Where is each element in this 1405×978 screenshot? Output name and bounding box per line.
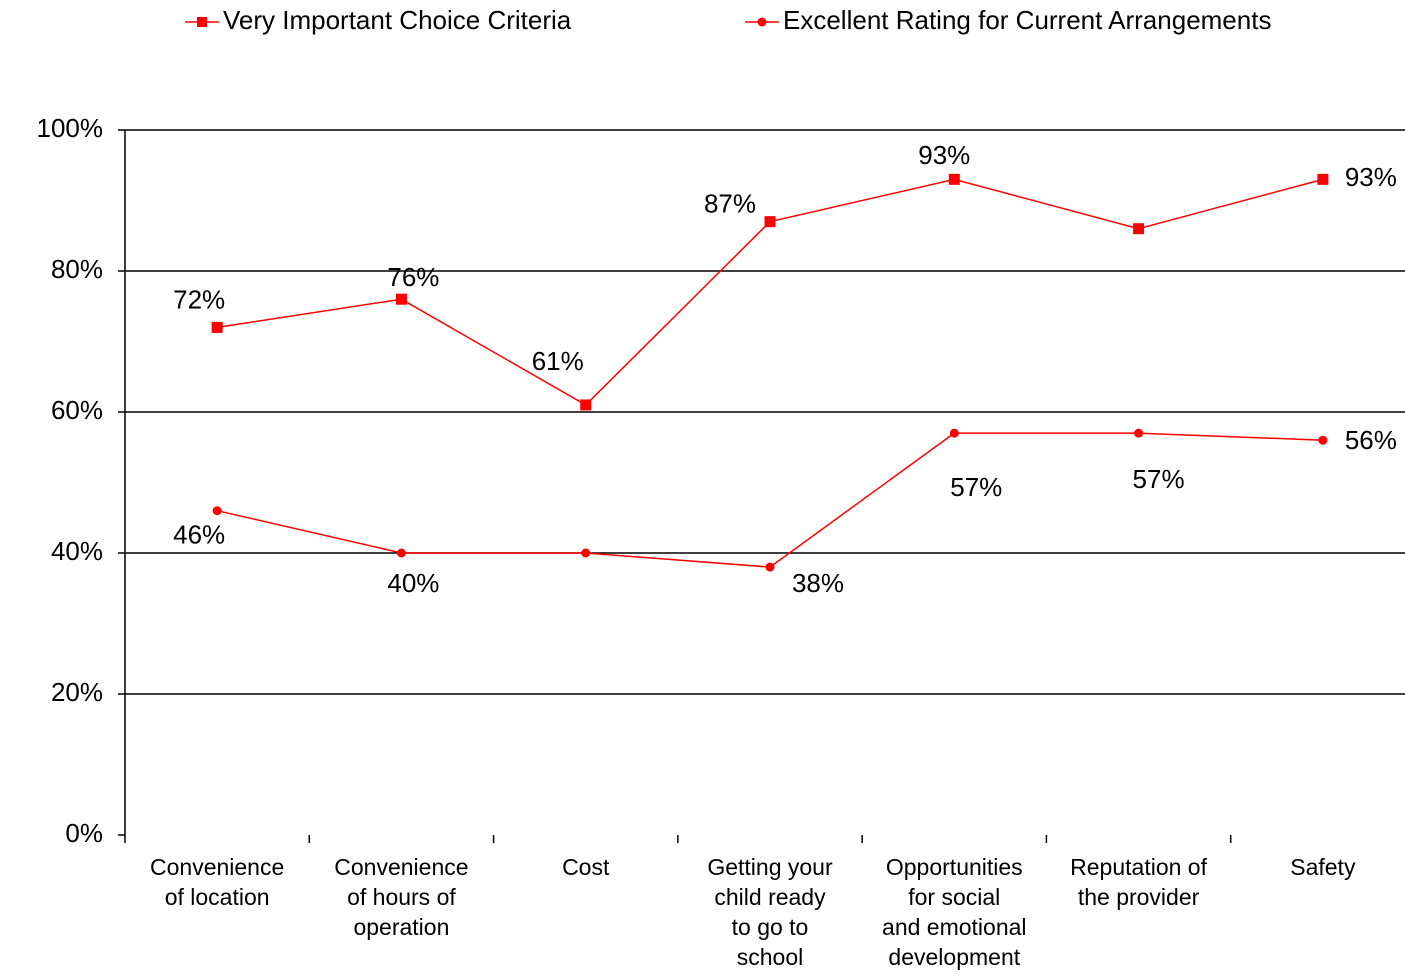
x-tick-label: Reputation of the provider (1070, 854, 1207, 910)
marker (1134, 428, 1144, 438)
value-label: 38% (792, 568, 844, 598)
legend-marker (757, 17, 767, 27)
marker (765, 562, 775, 572)
x-tick-label: Convenience of hours of operation (334, 854, 468, 940)
legend-marker (197, 17, 207, 27)
marker (396, 548, 406, 558)
y-tick-label: 20% (51, 677, 103, 707)
marker (948, 173, 960, 185)
value-label: 72% (173, 284, 225, 314)
value-label: 93% (1345, 162, 1397, 192)
marker (764, 216, 776, 228)
legend-label: Excellent Rating for Current Arrangement… (783, 5, 1271, 35)
y-tick-label: 40% (51, 536, 103, 566)
value-label: 57% (1133, 464, 1185, 494)
x-tick-label: Cost (562, 854, 610, 880)
marker (1317, 173, 1329, 185)
marker (212, 506, 222, 516)
x-tick-label: Getting your child ready to go to school (707, 854, 833, 970)
series-line (217, 178, 1324, 406)
marker (1318, 435, 1328, 445)
value-label: 76% (387, 262, 439, 292)
marker (211, 321, 223, 333)
y-tick-label: 0% (65, 818, 103, 848)
value-label: 56% (1345, 425, 1397, 455)
x-tick-label: Safety (1290, 854, 1356, 880)
legend-label: Very Important Choice Criteria (223, 5, 572, 35)
marker (580, 399, 592, 411)
value-label: 61% (532, 346, 584, 376)
marker (581, 548, 591, 558)
marker (395, 293, 407, 305)
y-tick-label: 80% (51, 254, 103, 284)
x-tick-label: Opportunities for social and emotional deve… (882, 854, 1027, 970)
value-label: 87% (704, 189, 756, 219)
value-label: 57% (950, 472, 1002, 502)
value-label: 46% (173, 520, 225, 550)
marker (949, 428, 959, 438)
value-label: 40% (387, 568, 439, 598)
marker (1133, 223, 1145, 235)
y-tick-label: 100% (37, 113, 104, 143)
y-tick-label: 60% (51, 395, 103, 425)
x-tick-label: Convenience of location (150, 854, 284, 910)
series-line (216, 432, 1323, 568)
value-label: 93% (918, 140, 970, 170)
